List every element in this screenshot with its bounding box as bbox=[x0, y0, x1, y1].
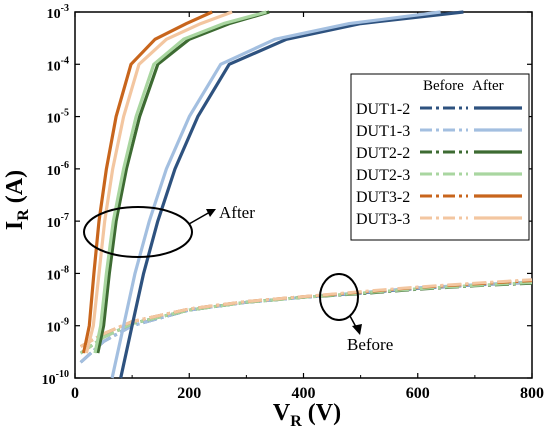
x-axis-title-sub: R bbox=[290, 413, 302, 430]
y-axis-title-main: I bbox=[2, 221, 28, 230]
plot-area: 0 200 400 600 800 10-10 10-9 10-8 10-7 10-6 10-5 10… bbox=[42, 3, 544, 402]
series-after-DUT3-2 bbox=[82, 10, 213, 354]
series-before-DUT2-3 bbox=[79, 281, 533, 355]
legend-rows: DUT1-2 DUT1-3 DUT2-2 DUT2-3 DUT3-2 DUT3-3 bbox=[356, 101, 522, 228]
series-after-DUT1-2 bbox=[119, 10, 464, 379]
legend-label: DUT1-3 bbox=[356, 123, 410, 140]
y-tick-label: 10-9 bbox=[47, 317, 69, 336]
series-before-DUT2-2 bbox=[79, 281, 533, 355]
x-axis-title-unit: (V) bbox=[302, 400, 341, 426]
before-arrow-head bbox=[352, 324, 362, 335]
before-annotation: Before bbox=[319, 273, 393, 354]
legend-label: DUT1-2 bbox=[356, 101, 410, 118]
x-axis-title: VR (V) bbox=[273, 400, 341, 430]
series-after-DUT2-2 bbox=[96, 10, 270, 354]
x-tick-label: 200 bbox=[177, 385, 201, 402]
legend-label: DUT3-3 bbox=[356, 211, 410, 228]
legend-header-after: After bbox=[472, 78, 504, 94]
y-tick-label: 10-5 bbox=[47, 108, 69, 127]
series-after-DUT2-3 bbox=[93, 10, 267, 354]
before-label: Before bbox=[347, 335, 393, 354]
y-axis-title-unit: (A) bbox=[2, 170, 28, 209]
legend-label: DUT2-3 bbox=[356, 167, 410, 184]
x-axis-title-main: V bbox=[273, 400, 291, 426]
x-tick-label: 0 bbox=[71, 385, 79, 402]
series-after-DUT1-3 bbox=[110, 10, 441, 379]
x-tick-label: 600 bbox=[406, 385, 430, 402]
legend-label: DUT3-2 bbox=[356, 189, 410, 206]
x-tick-label: 400 bbox=[292, 385, 316, 402]
series-before-DUT1-3 bbox=[79, 280, 533, 364]
after-arrow-head bbox=[206, 209, 216, 217]
y-tick-label: 10-4 bbox=[47, 55, 69, 74]
y-tick-label: 10-10 bbox=[42, 369, 69, 388]
legend-header-before: Before bbox=[423, 78, 464, 94]
y-axis-title-sub: R bbox=[15, 209, 32, 221]
before-ellipse bbox=[319, 273, 359, 321]
after-label: After bbox=[219, 203, 255, 222]
legend-label: DUT2-2 bbox=[356, 145, 410, 162]
series-after-DUT3-3 bbox=[84, 10, 233, 354]
after-annotation: After bbox=[83, 203, 255, 258]
y-tick-label: 10-3 bbox=[47, 3, 69, 22]
after-ellipse bbox=[83, 206, 193, 258]
y-tick-label: 10-7 bbox=[47, 212, 69, 231]
y-tick-label: 10-6 bbox=[47, 160, 69, 179]
x-tick-label: 800 bbox=[520, 385, 544, 402]
y-tick-label: 10-8 bbox=[47, 264, 69, 283]
before-arrow bbox=[349, 315, 357, 328]
series-before-DUT3-3 bbox=[79, 278, 533, 348]
after-arrow bbox=[188, 211, 211, 225]
series-before-DUT3-2 bbox=[79, 279, 533, 348]
legend: Before After DUT1-2DUT1-3DUT2-2DUT2-3DUT… bbox=[350, 73, 530, 241]
legend-box bbox=[350, 73, 530, 241]
y-axis-title: IR (A) bbox=[2, 170, 32, 230]
